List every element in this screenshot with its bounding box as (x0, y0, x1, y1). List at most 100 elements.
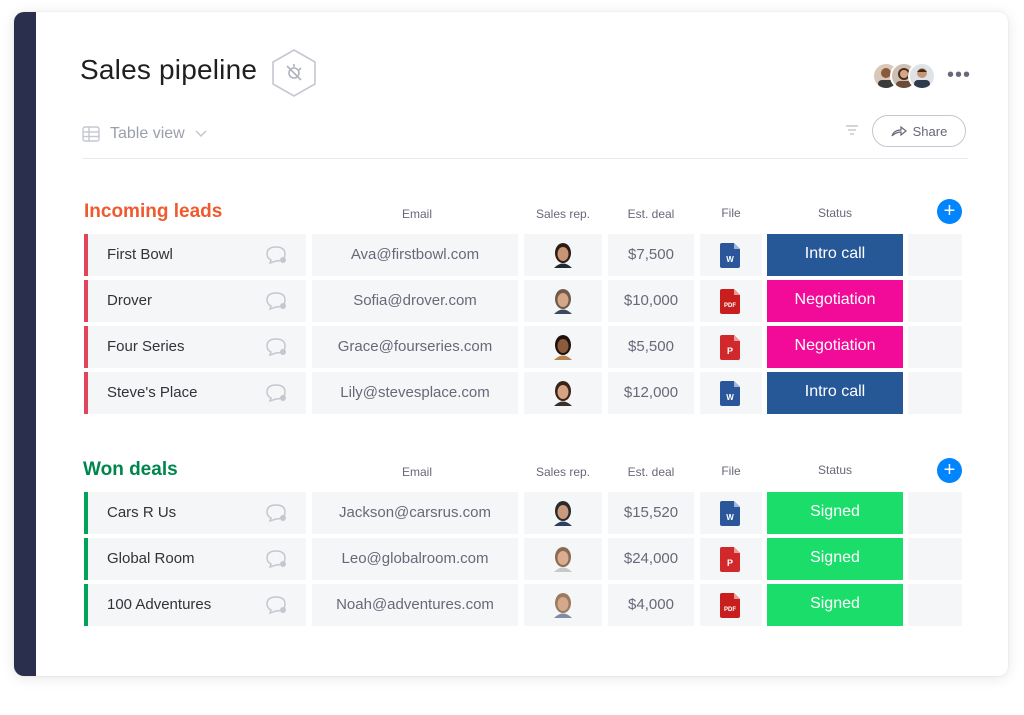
email-cell[interactable]: Noah@adventures.com (312, 584, 518, 626)
est-deal-cell[interactable]: $24,000 (608, 538, 694, 580)
table-row[interactable]: Cars R Us Jackson@carsrus.com $15,520 W Sign… (84, 492, 964, 534)
empty-cell[interactable] (908, 280, 962, 322)
view-selector[interactable]: Table view (82, 125, 207, 143)
email-cell[interactable]: Sofia@drover.com (312, 280, 518, 322)
est-deal-cell[interactable]: $4,000 (608, 584, 694, 626)
sales-rep-cell[interactable] (524, 372, 602, 414)
item-name-cell[interactable]: Cars R Us (84, 492, 306, 534)
empty-cell[interactable] (908, 234, 962, 276)
status-cell[interactable]: Signed (767, 538, 903, 580)
svg-text:PDF: PDF (724, 607, 736, 613)
file-cell[interactable]: P (700, 326, 762, 368)
word-icon[interactable]: W (720, 381, 740, 406)
sales-rep-cell[interactable] (524, 326, 602, 368)
sales-rep-cell[interactable] (524, 492, 602, 534)
share-button[interactable]: Share (872, 115, 966, 147)
est-deal-cell[interactable]: $15,520 (608, 492, 694, 534)
comment-bubble-icon[interactable] (264, 245, 288, 265)
status-label: Negotiation (794, 337, 876, 354)
status-cell[interactable]: Negotiation (767, 280, 903, 322)
comment-bubble-icon[interactable] (264, 503, 288, 523)
more-options-icon[interactable]: ••• (947, 64, 972, 86)
empty-cell[interactable] (908, 492, 962, 534)
comment-bubble-icon[interactable] (264, 549, 288, 569)
item-name-cell[interactable]: Drover (84, 280, 306, 322)
column-header-sales-rep[interactable]: Sales rep. (535, 465, 591, 479)
status-cell[interactable]: Intro call (767, 234, 903, 276)
word-icon[interactable]: W (720, 243, 740, 268)
sales-rep-avatar-icon (551, 288, 575, 314)
sales-rep-cell[interactable] (524, 538, 602, 580)
file-cell[interactable]: W (700, 372, 762, 414)
app-sidebar-strip (14, 12, 36, 676)
table-row[interactable]: 100 Adventures Noah@adventures.com $4,000 P… (84, 584, 964, 626)
table-row[interactable]: Four Series Grace@fourseries.com $5,500 P Ne… (84, 326, 964, 368)
comment-bubble-icon[interactable] (264, 595, 288, 615)
file-cell[interactable]: W (700, 492, 762, 534)
pdf-icon[interactable]: PDF (720, 289, 740, 314)
column-header-status[interactable]: Status (817, 463, 853, 477)
column-header-file[interactable]: File (721, 464, 741, 478)
column-header-email[interactable]: Email (401, 465, 432, 479)
item-name-cell[interactable]: Steve's Place (84, 372, 306, 414)
empty-cell[interactable] (908, 538, 962, 580)
comment-bubble-icon[interactable] (264, 337, 288, 357)
item-name-cell[interactable]: Four Series (84, 326, 306, 368)
word-icon[interactable]: W (720, 501, 740, 526)
add-column-button[interactable]: + (937, 199, 962, 224)
group-title-won-deals[interactable]: Won deals (83, 459, 178, 480)
est-deal-cell[interactable]: $12,000 (608, 372, 694, 414)
est-deal-cell[interactable]: $10,000 (608, 280, 694, 322)
table-row[interactable]: First Bowl Ava@firstbowl.com $7,500 W Intro … (84, 234, 964, 276)
board-settings-icon[interactable] (270, 48, 318, 98)
est-deal-cell[interactable]: $7,500 (608, 234, 694, 276)
sales-rep-avatar-icon (551, 242, 575, 268)
email-cell[interactable]: Grace@fourseries.com (312, 326, 518, 368)
pdf-icon[interactable]: PDF (720, 593, 740, 618)
comment-bubble-icon[interactable] (264, 383, 288, 403)
add-column-button[interactable]: + (937, 458, 962, 483)
status-cell[interactable]: Signed (767, 492, 903, 534)
sales-rep-cell[interactable] (524, 234, 602, 276)
table-icon (82, 126, 100, 142)
table-row[interactable]: Drover Sofia@drover.com $10,000 PDF Negotiat… (84, 280, 964, 322)
status-cell[interactable]: Intro call (767, 372, 903, 414)
file-cell[interactable]: PDF (700, 280, 762, 322)
comment-bubble-icon[interactable] (264, 291, 288, 311)
column-header-sales-rep[interactable]: Sales rep. (535, 207, 591, 221)
column-header-status[interactable]: Status (817, 206, 853, 220)
powerpoint-icon[interactable]: P (720, 335, 740, 360)
column-header-email[interactable]: Email (401, 207, 432, 221)
powerpoint-icon[interactable]: P (720, 547, 740, 572)
item-name-cell[interactable]: Global Room (84, 538, 306, 580)
file-cell[interactable]: P (700, 538, 762, 580)
email-value: Noah@adventures.com (336, 596, 494, 613)
board-title[interactable]: Sales pipeline (80, 54, 258, 85)
sales-rep-cell[interactable] (524, 280, 602, 322)
empty-cell[interactable] (908, 326, 962, 368)
est-deal-cell[interactable]: $5,500 (608, 326, 694, 368)
file-cell[interactable]: PDF (700, 584, 762, 626)
column-header-est-deal[interactable]: Est. deal (627, 465, 675, 479)
filter-icon[interactable] (844, 122, 860, 138)
header-divider (82, 158, 968, 159)
board-members[interactable] (872, 62, 936, 92)
item-name-cell[interactable]: 100 Adventures (84, 584, 306, 626)
email-cell[interactable]: Jackson@carsrus.com (312, 492, 518, 534)
email-cell[interactable]: Ava@firstbowl.com (312, 234, 518, 276)
sales-rep-cell[interactable] (524, 584, 602, 626)
email-cell[interactable]: Lily@stevesplace.com (312, 372, 518, 414)
column-header-file[interactable]: File (721, 206, 741, 220)
file-cell[interactable]: W (700, 234, 762, 276)
item-name-cell[interactable]: First Bowl (84, 234, 306, 276)
email-cell[interactable]: Leo@globalroom.com (312, 538, 518, 580)
table-row[interactable]: Global Room Leo@globalroom.com $24,000 P Sig… (84, 538, 964, 580)
item-name: Global Room (107, 550, 195, 567)
status-cell[interactable]: Negotiation (767, 326, 903, 368)
column-header-est-deal[interactable]: Est. deal (627, 207, 675, 221)
status-cell[interactable]: Signed (767, 584, 903, 626)
table-row[interactable]: Steve's Place Lily@stevesplace.com $12,000… (84, 372, 964, 414)
empty-cell[interactable] (908, 372, 962, 414)
group-title-incoming-leads[interactable]: Incoming leads (84, 201, 223, 222)
empty-cell[interactable] (908, 584, 962, 626)
